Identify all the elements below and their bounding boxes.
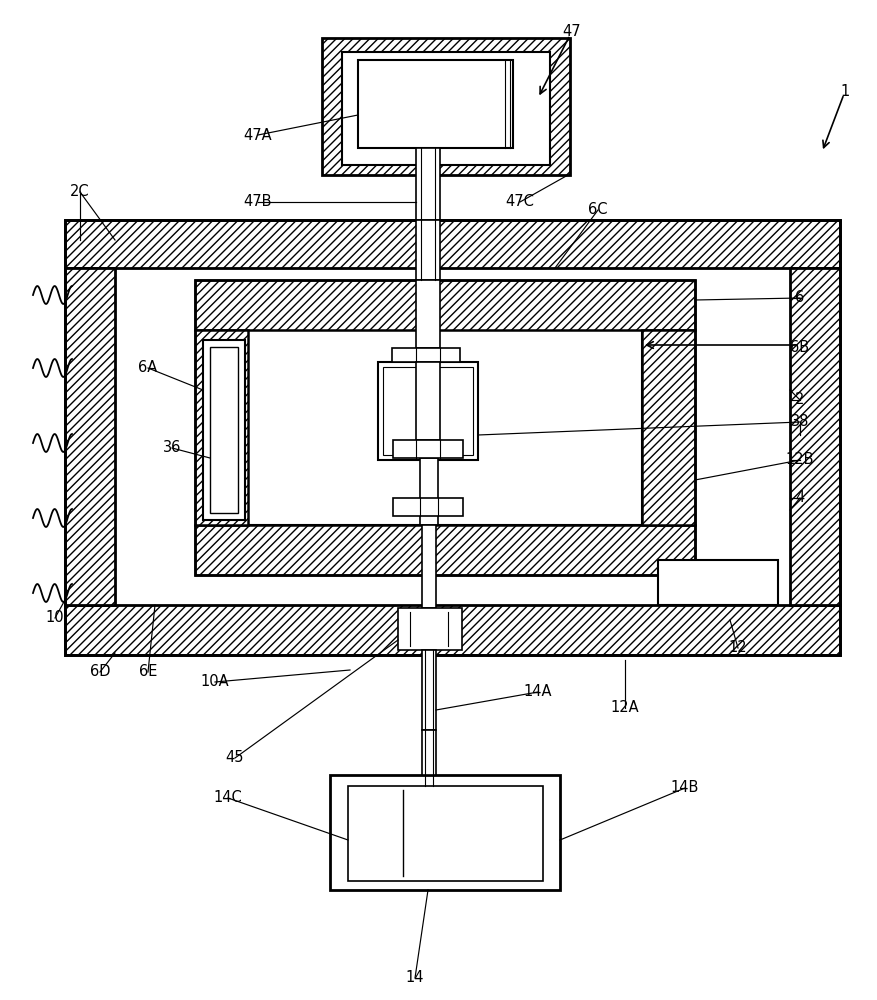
Text: 47: 47 xyxy=(563,24,581,39)
Text: 14C: 14C xyxy=(214,790,242,806)
Text: 12: 12 xyxy=(729,641,747,656)
Text: 6C: 6C xyxy=(588,202,608,218)
Bar xyxy=(65,605,840,655)
Bar xyxy=(358,60,513,148)
Bar xyxy=(393,498,463,516)
Bar xyxy=(378,362,478,460)
Bar xyxy=(65,220,840,655)
Text: 14A: 14A xyxy=(524,684,553,700)
Bar xyxy=(348,786,543,881)
Bar xyxy=(210,347,238,513)
Bar xyxy=(383,367,473,455)
Bar xyxy=(398,608,462,650)
Bar xyxy=(393,440,463,458)
Text: 14B: 14B xyxy=(671,780,699,796)
Bar xyxy=(342,52,550,165)
Bar xyxy=(642,330,695,525)
Bar xyxy=(330,775,560,890)
Bar xyxy=(248,330,642,525)
Bar xyxy=(195,525,695,575)
Bar xyxy=(422,525,436,608)
Bar xyxy=(416,220,440,280)
Bar xyxy=(392,348,460,362)
Text: 6A: 6A xyxy=(139,360,158,375)
Text: 6: 6 xyxy=(795,290,804,306)
Bar xyxy=(416,148,440,220)
Bar xyxy=(65,268,115,605)
Bar xyxy=(420,458,438,525)
Bar xyxy=(422,650,436,730)
Text: 12A: 12A xyxy=(610,700,639,716)
Bar xyxy=(790,268,840,605)
Text: 6D: 6D xyxy=(89,664,111,680)
Text: 2C: 2C xyxy=(70,184,89,200)
Bar xyxy=(416,362,440,440)
Text: 10A: 10A xyxy=(201,674,229,690)
Bar xyxy=(422,730,436,775)
Text: 45: 45 xyxy=(225,750,245,766)
Text: 10: 10 xyxy=(46,610,64,626)
Text: 1: 1 xyxy=(840,85,850,100)
Bar xyxy=(115,268,790,605)
Text: 12B: 12B xyxy=(786,452,814,468)
Bar xyxy=(195,280,695,330)
Text: 47B: 47B xyxy=(244,194,272,210)
Text: 36: 36 xyxy=(163,440,182,456)
Bar xyxy=(195,280,695,575)
Bar xyxy=(195,330,248,525)
Text: 6B: 6B xyxy=(790,340,809,356)
Bar xyxy=(65,220,840,268)
Bar xyxy=(658,560,778,605)
Text: 47A: 47A xyxy=(244,127,273,142)
Bar xyxy=(203,340,245,520)
Text: 4: 4 xyxy=(795,490,804,506)
Text: 2: 2 xyxy=(795,392,805,408)
Text: 47C: 47C xyxy=(505,194,534,210)
Bar xyxy=(416,280,440,348)
Text: 6E: 6E xyxy=(139,664,157,680)
Bar xyxy=(322,38,570,175)
Text: 14: 14 xyxy=(406,970,424,986)
Text: 38: 38 xyxy=(791,414,809,430)
